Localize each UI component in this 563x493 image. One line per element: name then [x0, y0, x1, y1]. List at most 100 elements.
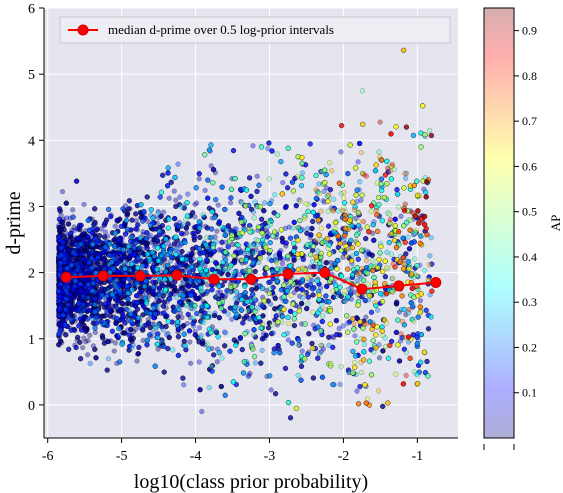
scatter-point	[249, 286, 255, 293]
scatter-point	[118, 265, 125, 271]
scatter-point	[144, 194, 150, 200]
scatter-point	[111, 315, 117, 321]
scatter-point	[81, 322, 87, 329]
scatter-point	[87, 292, 94, 298]
scatter-point	[63, 305, 69, 312]
scatter-point	[285, 337, 291, 343]
scatter-point	[260, 331, 267, 337]
scatter-point	[298, 363, 305, 370]
scatter-point	[85, 337, 91, 344]
scatter-point	[73, 293, 80, 299]
scatter-point	[65, 263, 71, 270]
scatter-point	[298, 300, 305, 307]
scatter-point	[84, 308, 90, 314]
scatter-point	[58, 324, 65, 331]
scatter-point	[67, 309, 73, 315]
scatter-point	[75, 306, 81, 312]
scatter-point	[69, 319, 75, 325]
scatter-point	[115, 292, 121, 298]
scatter-point	[252, 268, 258, 275]
scatter-point	[230, 260, 236, 267]
scatter-point	[56, 282, 62, 288]
scatter-point	[57, 286, 64, 292]
scatter-point	[80, 265, 87, 272]
scatter-point	[80, 265, 87, 272]
scatter-point	[120, 279, 126, 285]
scatter-point	[56, 301, 62, 307]
scatter-point	[64, 294, 70, 301]
scatter-point	[338, 149, 344, 155]
scatter-point	[58, 338, 64, 344]
scatter-point	[87, 260, 93, 266]
scatter-point	[236, 210, 242, 217]
scatter-point	[160, 209, 167, 215]
scatter-point	[57, 286, 64, 292]
scatter-point	[59, 302, 66, 308]
scatter-point	[293, 203, 299, 209]
scatter-point	[70, 207, 76, 213]
scatter-point	[172, 215, 178, 222]
scatter-point	[109, 263, 115, 269]
scatter-point	[294, 286, 300, 292]
scatter-point	[215, 202, 221, 208]
scatter-point	[83, 292, 89, 298]
scatter-point	[192, 328, 198, 335]
scatter-point	[92, 206, 98, 212]
scatter-point	[214, 228, 220, 234]
scatter-point	[58, 263, 64, 270]
scatter-point	[81, 262, 87, 269]
scatter-point	[64, 294, 70, 301]
scatter-point	[393, 329, 400, 336]
scatter-point	[113, 303, 119, 309]
scatter-point	[323, 260, 329, 266]
scatter-point	[219, 269, 226, 275]
scatter-point	[161, 369, 167, 375]
scatter-point	[165, 268, 171, 274]
scatter-point	[56, 301, 62, 307]
scatter-point	[65, 263, 71, 270]
scatter-point	[209, 363, 216, 369]
scatter-point	[118, 296, 124, 302]
scatter-point	[177, 194, 183, 200]
scatter-point	[250, 313, 257, 319]
scatter-point	[237, 335, 244, 341]
scatter-point	[201, 268, 207, 275]
scatter-point	[81, 254, 87, 260]
scatter-point	[120, 330, 126, 336]
scatter-point	[84, 288, 90, 295]
scatter-point	[58, 324, 65, 331]
scatter-point	[111, 348, 117, 354]
scatter-point	[219, 269, 226, 275]
scatter-point	[79, 319, 85, 325]
scatter-point	[63, 297, 70, 303]
scatter-point	[58, 296, 65, 302]
scatter-point	[376, 355, 383, 361]
scatter-point	[140, 312, 146, 318]
scatter-point	[120, 279, 126, 285]
scatter-point	[66, 305, 72, 311]
scatter-point	[282, 365, 289, 372]
scatter-point	[101, 304, 108, 311]
scatter-point	[82, 314, 89, 320]
scatter-point	[180, 285, 186, 291]
scatter-point	[81, 281, 87, 287]
scatter-point	[56, 293, 62, 299]
scatter-point	[249, 286, 255, 293]
scatter-point	[56, 297, 62, 303]
scatter-point	[272, 391, 279, 397]
scatter-point	[148, 333, 154, 340]
scatter-point	[80, 317, 86, 323]
scatter-point	[171, 284, 177, 290]
scatter-point	[80, 344, 86, 351]
scatter-point	[59, 302, 66, 308]
scatter-point	[113, 319, 119, 325]
scatter-point	[185, 298, 191, 304]
scatter-point	[197, 234, 203, 241]
scatter-point	[258, 360, 264, 366]
scatter-point	[56, 293, 62, 299]
scatter-point	[58, 256, 64, 262]
scatter-point	[83, 292, 89, 298]
scatter-point	[252, 268, 258, 275]
scatter-point	[219, 269, 226, 275]
